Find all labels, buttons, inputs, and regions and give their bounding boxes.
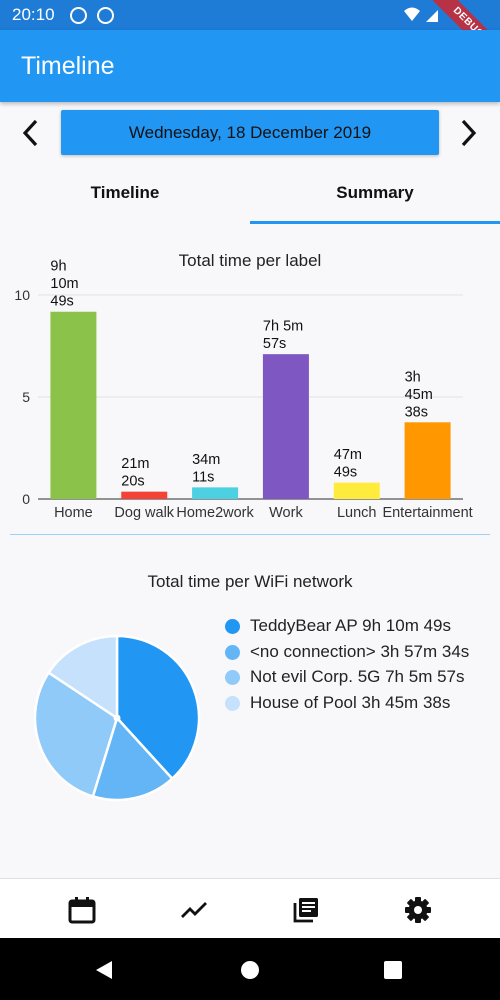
sync-icon bbox=[97, 7, 114, 24]
data-label: 34m 11s bbox=[192, 452, 220, 486]
system-navigation bbox=[0, 938, 500, 1000]
status-time: 20:10 bbox=[12, 5, 55, 24]
data-label: 3h 45m 38s bbox=[405, 369, 433, 420]
recents-icon[interactable] bbox=[384, 961, 402, 979]
legend-swatch bbox=[225, 644, 240, 660]
pie-slice-no-connection bbox=[91, 715, 174, 802]
divider bbox=[10, 534, 490, 535]
y-tick-label: 10 bbox=[14, 287, 30, 303]
tab-summary[interactable]: Summary bbox=[336, 183, 414, 202]
back-icon[interactable] bbox=[93, 959, 115, 981]
library-icon[interactable] bbox=[291, 895, 321, 925]
date-picker-button[interactable]: Wednesday, 18 December 2019 bbox=[61, 110, 439, 155]
settings-icon[interactable] bbox=[403, 895, 433, 925]
legend-label: Not evil Corp. 5G 7h 5m 57s bbox=[250, 667, 465, 686]
legend-label: TeddyBear AP 9h 10m 49s bbox=[250, 616, 451, 635]
pie-center bbox=[113, 714, 121, 722]
app-bar: Timeline bbox=[0, 30, 500, 102]
wifi-signal-icon bbox=[404, 7, 438, 22]
tab-indicator bbox=[250, 221, 500, 224]
bar-work bbox=[262, 354, 309, 499]
x-tick-label: Lunch bbox=[337, 505, 377, 521]
pie-slice-teddybear-ap bbox=[115, 634, 201, 781]
data-label: 21m 20s bbox=[121, 456, 149, 490]
chevron-right-icon[interactable] bbox=[452, 117, 484, 149]
compass-icon bbox=[70, 7, 87, 24]
x-tick-label: Home2work bbox=[176, 505, 254, 521]
tab-bar: Timeline Summary bbox=[0, 165, 500, 225]
pie-slice-house-of-pool bbox=[46, 634, 119, 721]
bar-chart-title: Total time per label bbox=[178, 251, 322, 270]
y-tick-label: 0 bbox=[22, 491, 30, 507]
chevron-left-icon[interactable] bbox=[15, 117, 47, 149]
y-tick-label: 5 bbox=[22, 389, 30, 405]
trending-icon[interactable] bbox=[179, 895, 209, 925]
legend-swatch bbox=[225, 670, 240, 685]
legend-swatch bbox=[225, 619, 240, 634]
bottom-navigation bbox=[0, 878, 500, 938]
pie-slice-not-evil-corp-5g bbox=[33, 670, 119, 798]
legend-label: <no connection> 3h 57m 34s bbox=[250, 641, 470, 661]
legend-label: House of Pool 3h 45m 38s bbox=[250, 692, 451, 712]
data-label: 7h 5m 57s bbox=[263, 319, 303, 353]
bar-home2work bbox=[192, 487, 239, 499]
page-title: Timeline bbox=[21, 52, 115, 80]
x-tick-label: Work bbox=[269, 505, 303, 521]
status-bar: 20:10 DEBUG bbox=[0, 0, 500, 72]
pie-chart bbox=[33, 634, 201, 802]
bar-home bbox=[50, 311, 97, 499]
bar-dog-walk bbox=[121, 491, 168, 499]
legend-swatch bbox=[225, 695, 240, 711]
pie-chart-title: Total time per WiFi network bbox=[147, 572, 353, 591]
date-navigation: Wednesday, 18 December 2019 bbox=[0, 108, 500, 158]
x-tick-label: Home bbox=[54, 505, 93, 521]
bar-entertainment bbox=[404, 422, 451, 499]
calendar-icon[interactable] bbox=[67, 895, 97, 925]
data-label: 47m 49s bbox=[334, 447, 362, 481]
x-tick-label: Dog walk bbox=[114, 505, 174, 521]
x-tick-label: Entertainment bbox=[382, 505, 472, 521]
bar-chart: 0 5 10 Home 9h 10m 49s Dog walk 21m 20s Home2work 3… bbox=[14, 259, 472, 521]
bar-lunch bbox=[333, 482, 380, 499]
home-icon[interactable] bbox=[240, 960, 260, 980]
tab-timeline[interactable]: Timeline bbox=[90, 183, 160, 202]
data-label: 9h 10m 49s bbox=[50, 259, 78, 310]
